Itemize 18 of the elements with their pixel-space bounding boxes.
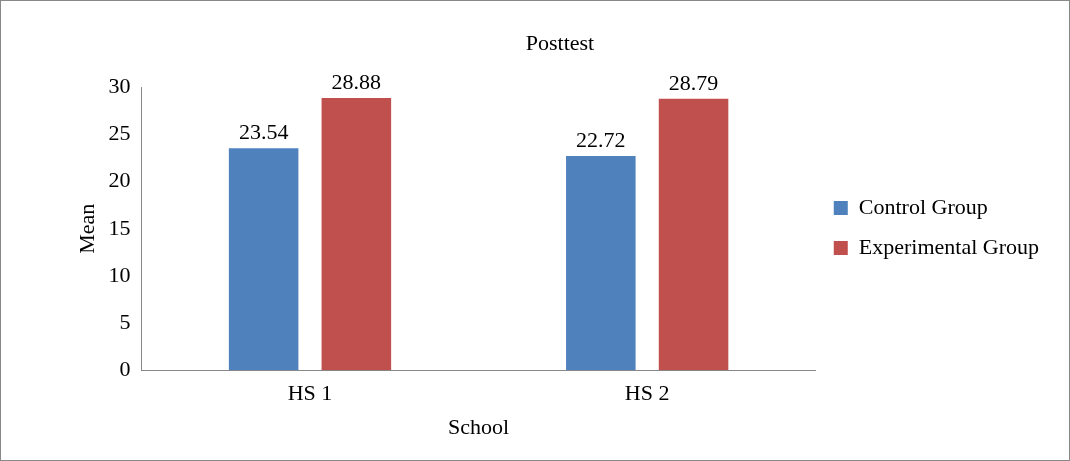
- legend-label: Control Group: [858, 193, 988, 219]
- y-tick-label: 10: [108, 261, 131, 287]
- data-label: 23.54: [238, 119, 289, 145]
- x-tick-label: HS 1: [287, 380, 333, 406]
- y-tick-label: 25: [108, 120, 131, 146]
- y-tick-label: 0: [119, 355, 131, 381]
- legend-label: Experimental Group: [858, 233, 1040, 259]
- data-label: 28.88: [331, 68, 382, 94]
- y-tick-label: 30: [108, 73, 131, 99]
- y-tick-label: 15: [108, 214, 131, 240]
- chart-title: Posttest: [525, 29, 595, 55]
- data-label: 28.79: [668, 69, 719, 95]
- data-label: 22.72: [576, 126, 626, 152]
- y-tick-label: 5: [119, 308, 131, 334]
- x-tick-label: HS 2: [624, 380, 670, 406]
- y-axis-title: Mean: [73, 203, 99, 254]
- x-axis-title: School: [448, 413, 510, 439]
- y-tick-label: 20: [108, 167, 131, 193]
